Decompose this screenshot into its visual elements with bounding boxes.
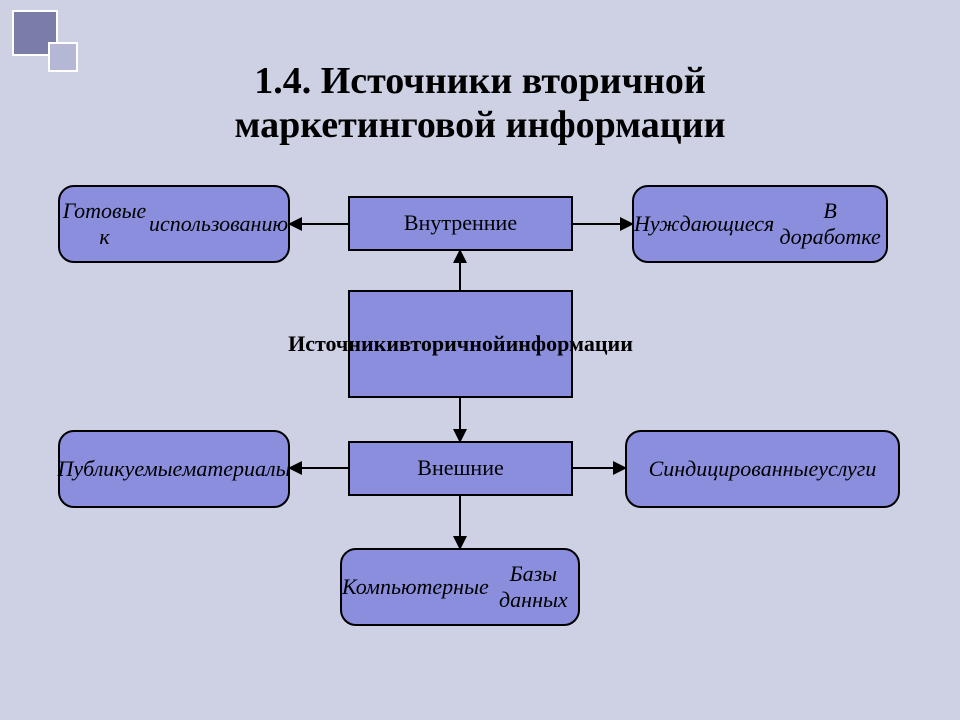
title-line-1: 1.4. Источники вторичной (254, 60, 706, 102)
node-databases: КомпьютерныеБазы данных (340, 548, 580, 626)
node-needs-revision: НуждающиесяВ доработке (632, 185, 888, 263)
slide-title: 1.4. Источники вторичной маркетинговой и… (0, 60, 960, 147)
node-secondary-sources: Источникивторичнойинформации (348, 290, 573, 398)
slide: 1.4. Источники вторичной маркетинговой и… (0, 0, 960, 720)
node-ready-to-use: Готовые киспользованию (58, 185, 290, 263)
node-internal: Внутренние (348, 196, 573, 251)
node-external: Внешние (348, 441, 573, 496)
node-syndicated: Синдицированныеуслуги (625, 430, 900, 508)
node-published: Публикуемыематериалы (58, 430, 290, 508)
title-line-2: маркетинговой информации (235, 104, 726, 146)
